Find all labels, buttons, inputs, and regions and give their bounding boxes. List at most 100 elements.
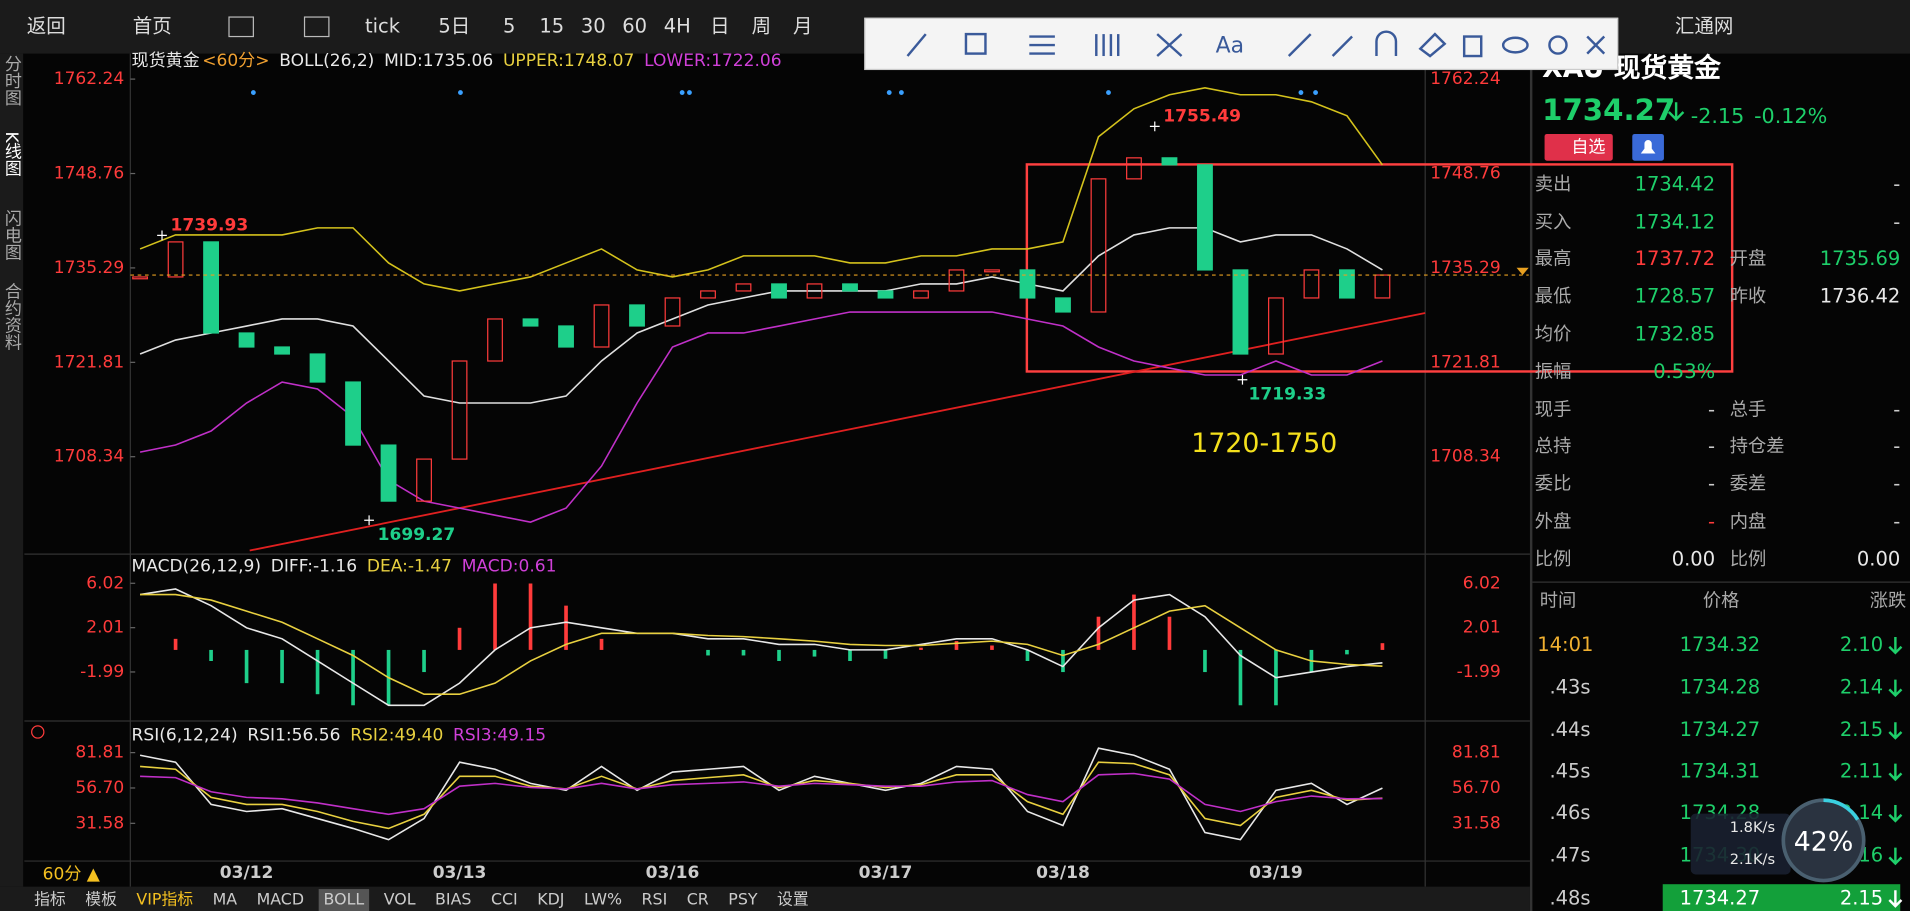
tick-arrow [1888,847,1903,866]
bottom-tab[interactable]: CCI [491,890,518,909]
bottom-tab[interactable]: VOL [384,890,416,909]
bottom-tab[interactable]: 指标 [34,890,66,909]
candle [203,241,219,334]
quote-label: 最高 [1535,248,1572,269]
quote-value: - [1708,510,1715,533]
y-tick-label-right: 31.58 [1452,813,1501,833]
quote-value: - [1893,472,1900,495]
toolbar-button[interactable]: 30 [581,14,606,37]
indicator-line [140,761,1383,830]
y-tick-label: -1.99 [80,662,124,682]
watch-label[interactable]: 自选 [1571,137,1605,157]
toolbar-button[interactable]: tick [365,14,401,37]
toolbar-button[interactable]: 月 [793,14,812,37]
extreme-label: 1699.27 [378,525,456,545]
toolbar-icon[interactable] [303,16,330,38]
tick-arrow [1888,890,1903,908]
tick-arrow [1888,722,1903,740]
toolbar-button[interactable]: 60 [622,14,647,37]
candle [132,276,149,280]
bottom-tab[interactable]: LW% [584,890,622,909]
speed-up: 1.8K/s [1730,819,1775,836]
bottom-tab[interactable]: PSY [728,890,758,909]
quote-label: 振幅 [1535,362,1572,383]
candle [771,283,787,299]
legend-item: LOWER:1722.06 [644,51,782,71]
bottom-tab[interactable]: VIP指标 [136,890,193,909]
candle [664,297,681,327]
indicator-line [139,588,1383,707]
bottom-tab[interactable]: BIAS [435,890,471,909]
quote-price: 1734.27 [1542,93,1675,127]
y-tick-label-right: 1748.76 [1430,164,1501,184]
toolbar-button[interactable]: 4H [664,14,691,37]
quote-label: 委差 [1730,474,1767,495]
bottom-tab[interactable]: CR [687,890,709,909]
charts: 现货黄金 <60分> BOLL(26,2) MID:1735.06 UPPER:1748… [54,51,1529,883]
bottom-tab[interactable]: 模板 [85,890,117,909]
sidebar-tab[interactable]: 合约资料 [1,283,22,351]
quote-label: 开盘 [1730,248,1767,269]
toolbar-icon[interactable] [228,16,254,38]
bottom-tab[interactable]: KDJ [537,890,564,909]
panel-borders [24,53,1910,887]
toolbar-button[interactable]: 周 [752,14,771,37]
extreme-mark [1237,374,1248,385]
y-tick-label-right: 1721.81 [1430,352,1501,372]
tick-arrow [1888,679,1903,698]
quote-value: 1737.72 [1635,247,1716,270]
candle [487,318,503,362]
bottom-tab[interactable]: MACD [257,890,304,909]
sidebar-tab[interactable]: 分时图 [1,55,22,106]
tick-time: .46s [1549,801,1590,824]
candle [1019,269,1036,299]
candle [877,290,894,299]
toolbar-button[interactable]: 首页 [133,14,172,37]
toolbar-button[interactable]: 5 [503,14,515,37]
candle [1055,297,1071,313]
period[interactable]: 60分 ▲ [43,864,101,884]
bottom-tab[interactable]: RSI [642,890,668,909]
tick-highlight [1662,884,1901,911]
candle [700,290,716,299]
font-tool[interactable]: Aa [1216,33,1244,58]
bottom-tab[interactable]: MA [213,890,238,909]
tick-header: 价格 [1703,591,1740,612]
quote-value: 0.53% [1653,360,1715,383]
bottom-tab[interactable]: 设置 [777,890,809,909]
candle [238,332,255,348]
legend-item: MACD(26,12,9) [132,556,261,576]
speed-down: 2.1K/s [1730,851,1775,868]
brand[interactable]: 汇通网 [1675,14,1733,37]
watch-button[interactable] [1544,133,1613,161]
y-tick-label: 31.58 [75,813,124,833]
settings-icon[interactable] [31,725,45,739]
draw-tools[interactable] [906,30,1606,58]
tick-time: 14:01 [1537,633,1593,656]
candle [1268,297,1284,355]
y-tick-label-right: 81.81 [1452,743,1501,763]
toolbar-button[interactable]: 日 [710,14,729,37]
extreme-mark [157,230,167,241]
y-tick-label: 81.81 [75,743,124,763]
y-tick-label: 2.01 [86,618,124,638]
sidebar-tab[interactable]: K线图 [1,132,22,177]
candle [984,269,1000,273]
quote-value: - [1708,472,1715,495]
bottom-tab[interactable]: BOLL [324,890,365,909]
tick-price: 1734.31 [1680,760,1761,783]
quote-value: 1728.57 [1635,285,1716,308]
quote-value: - [1893,210,1900,233]
load-value: 42% [1794,826,1854,857]
candle [593,304,610,348]
load-arc [1823,798,1860,821]
toolbar-button[interactable]: 15 [539,14,564,37]
tick-time: .44s [1549,718,1590,741]
candle [806,283,823,299]
candle [1161,157,1178,166]
x-tick-label: 03/19 [1249,863,1303,883]
sidebar-tab[interactable]: 闪电图 [1,209,21,260]
toolbar-button[interactable]: 5日 [438,14,470,37]
toolbar-button[interactable]: 返回 [27,14,66,37]
